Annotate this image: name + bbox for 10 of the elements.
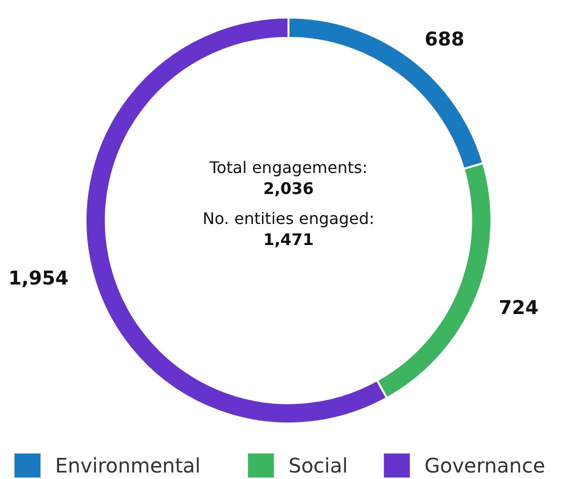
text: 2,036 — [263, 179, 314, 198]
data-label: 724 — [498, 296, 538, 319]
text: 1,471 — [263, 230, 314, 249]
text: No. entities engaged: — [202, 208, 374, 228]
text: Total engagements: — [208, 158, 368, 178]
legend-label: Governance — [424, 453, 546, 478]
data-label: 1,954 — [8, 267, 68, 290]
legend-label: Social — [288, 453, 348, 478]
legend-label: Environmental — [55, 453, 201, 478]
data-label: 688 — [424, 28, 464, 50]
